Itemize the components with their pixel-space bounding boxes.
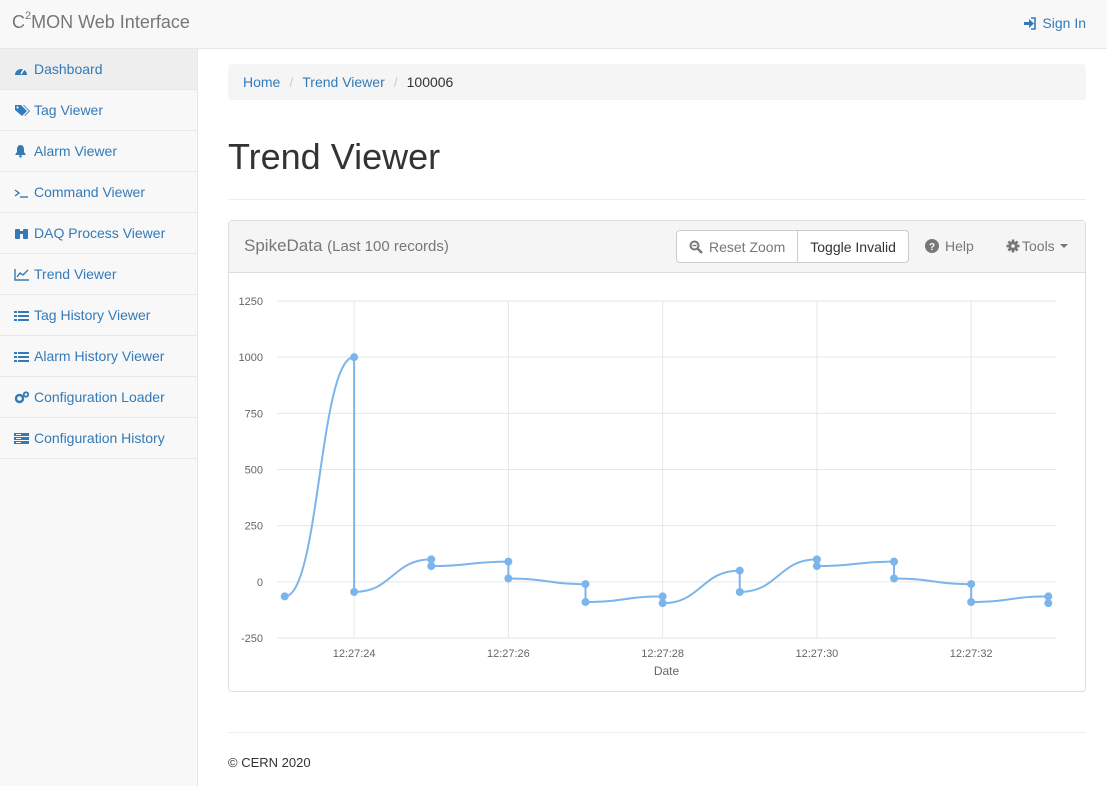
list-icon <box>14 309 30 325</box>
brand-title[interactable]: C2MON Web Interface <box>12 10 190 32</box>
breadcrumb: Home / Trend Viewer / 100006 <box>228 64 1086 100</box>
sidebar-item-configuration-loader[interactable]: Configuration Loader <box>0 377 197 418</box>
bell-icon <box>14 144 30 161</box>
sidebar: Dashboard Tag Viewer Alarm Viewer Command V… <box>0 49 198 786</box>
data-point <box>890 557 899 566</box>
data-point <box>504 557 513 566</box>
list-icon <box>14 350 30 366</box>
dashboard-icon <box>14 63 30 79</box>
x-axis-label: Date <box>654 664 680 678</box>
data-point <box>350 353 359 362</box>
toggle-invalid-button[interactable]: Toggle Invalid <box>798 230 909 263</box>
sidebar-item-command-viewer[interactable]: Command Viewer <box>0 172 197 213</box>
help-button[interactable]: ? Help <box>925 238 974 254</box>
sidebar-item-label: Dashboard <box>34 61 103 77</box>
x-tick-label: 12:27:28 <box>641 648 684 660</box>
sidebar-item-label: Alarm Viewer <box>34 143 117 159</box>
data-point <box>581 598 590 607</box>
x-tick-label: 12:27:30 <box>795 648 838 660</box>
data-point <box>427 562 436 571</box>
sidebar-item-daq-process-viewer[interactable]: DAQ Process Viewer <box>0 213 197 254</box>
sidebar-item-label: Tag History Viewer <box>34 307 151 323</box>
y-tick-label: 0 <box>257 577 263 589</box>
navbar: C2MON Web Interface Sign In <box>0 0 1107 49</box>
sidebar-item-configuration-history[interactable]: Configuration History <box>0 418 197 459</box>
breadcrumb-current: 100006 <box>406 74 454 90</box>
y-tick-label: -250 <box>241 633 263 645</box>
footer-copyright: © CERN 2020 <box>228 755 311 770</box>
sidebar-item-label: Tag Viewer <box>34 102 104 118</box>
breadcrumb-separator: / <box>393 74 398 90</box>
title-divider <box>228 199 1086 200</box>
y-tick-label: 500 <box>245 465 263 477</box>
gear-icon <box>1006 239 1020 253</box>
data-point <box>812 555 821 564</box>
caret-down-icon <box>1059 244 1068 248</box>
y-tick-label: 1000 <box>239 352 263 364</box>
sidebar-item-label: DAQ Process Viewer <box>34 225 166 241</box>
sidebar-item-label: Configuration Loader <box>34 389 165 405</box>
page-title: Trend Viewer <box>228 136 441 177</box>
panel-subtitle: (Last 100 records) <box>327 238 449 255</box>
data-point <box>427 555 436 564</box>
sign-in-link[interactable]: Sign In <box>1023 15 1086 31</box>
data-point <box>350 587 359 596</box>
x-tick-label: 12:27:24 <box>333 648 376 660</box>
panel-title: SpikeData (Last 100 records) <box>244 236 449 255</box>
line-chart-icon <box>14 268 30 284</box>
y-tick-label: 750 <box>245 408 263 420</box>
breadcrumb-trend-viewer[interactable]: Trend Viewer <box>302 74 385 90</box>
question-circle-icon: ? <box>925 239 939 253</box>
tools-dropdown[interactable]: Tools <box>1006 238 1068 254</box>
data-point <box>658 599 667 608</box>
panel-heading: SpikeData (Last 100 records) Reset Zoom … <box>229 221 1085 273</box>
sidebar-item-tag-viewer[interactable]: Tag Viewer <box>0 90 197 131</box>
series-line <box>284 356 1050 605</box>
x-tick-label: 12:27:26 <box>487 648 530 660</box>
y-tick-label: 1250 <box>239 296 263 308</box>
sign-in-icon <box>1024 17 1037 30</box>
sidebar-item-alarm-history-viewer[interactable]: Alarm History Viewer <box>0 336 197 377</box>
data-point <box>735 587 744 596</box>
y-tick-label: 250 <box>245 521 263 533</box>
data-point <box>280 592 289 601</box>
terminal-icon <box>14 186 30 202</box>
reset-zoom-button[interactable]: Reset Zoom <box>676 230 799 263</box>
data-point <box>1044 592 1053 601</box>
chart-panel: SpikeData (Last 100 records) Reset Zoom … <box>228 220 1086 692</box>
sidebar-item-tag-history-viewer[interactable]: Tag History Viewer <box>0 295 197 336</box>
data-point <box>504 574 513 583</box>
tags-icon <box>14 104 30 120</box>
svg-text:?: ? <box>929 242 935 253</box>
data-point <box>735 566 744 575</box>
sidebar-item-label: Configuration History <box>34 430 165 446</box>
chart-button-group: Reset Zoom Toggle Invalid <box>676 230 909 263</box>
binoculars-icon <box>14 227 30 243</box>
sidebar-item-dashboard[interactable]: Dashboard <box>0 49 197 90</box>
breadcrumb-separator: / <box>289 74 294 90</box>
sidebar-item-label: Alarm History Viewer <box>34 348 165 364</box>
breadcrumb-home[interactable]: Home <box>243 74 281 90</box>
sidebar-item-alarm-viewer[interactable]: Alarm Viewer <box>0 131 197 172</box>
x-tick-label: 12:27:32 <box>950 648 993 660</box>
data-point <box>812 562 821 571</box>
data-point <box>581 580 590 589</box>
data-point <box>890 574 899 583</box>
cogs-icon <box>14 391 30 407</box>
search-minus-icon <box>689 240 703 254</box>
sidebar-item-trend-viewer[interactable]: Trend Viewer <box>0 254 197 295</box>
data-point <box>967 598 976 607</box>
data-point <box>967 580 976 589</box>
sidebar-item-label: Command Viewer <box>34 184 146 200</box>
trend-chart[interactable]: 1250 1000 750 500 250 0 -250 12:27:24 12:27:26 12… <box>228 272 1085 692</box>
footer-divider <box>228 732 1086 733</box>
data-point <box>1044 599 1053 608</box>
server-icon <box>14 432 30 448</box>
sidebar-item-label: Trend Viewer <box>34 266 117 282</box>
data-point <box>658 592 667 601</box>
